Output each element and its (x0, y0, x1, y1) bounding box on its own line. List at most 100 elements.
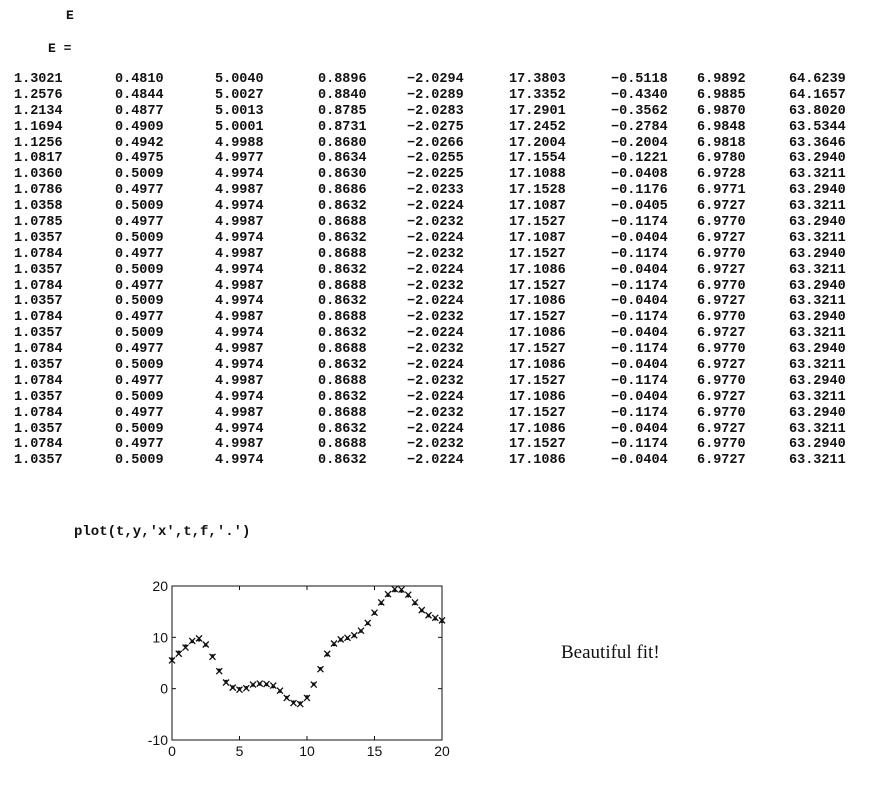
matrix-cell: 63.2940 (789, 183, 846, 199)
matrix-cell: −2.0232 (407, 246, 464, 262)
matrix-cell: 4.9987 (215, 342, 264, 358)
matrix-cell: 4.9974 (215, 294, 264, 310)
matrix-cell: −2.0224 (407, 421, 464, 437)
matrix-row: 1.0784 0.4977 4.9987 0.8688 −2.0232 17.1527 −0… (14, 342, 874, 358)
matrix-cell: 0.8632 (318, 230, 367, 246)
matrix-cell: 6.9771 (697, 183, 746, 199)
matrix-cell: 0.5009 (115, 294, 164, 310)
matrix-cell: 6.9727 (697, 453, 746, 469)
matrix-cell: 0.4977 (115, 183, 164, 199)
matrix-row: 1.0357 0.5009 4.9974 0.8632 −2.0224 17.1086 −0… (14, 358, 874, 374)
matrix-cell: 1.0784 (14, 246, 63, 262)
matrix-cell: 63.3211 (789, 453, 846, 469)
data-point-dot (426, 614, 431, 618)
matrix-cell: 4.9974 (215, 326, 264, 342)
y-tick-label: 10 (152, 629, 168, 645)
matrix-row: 1.0785 0.4977 4.9987 0.8688 −2.0232 17.1527 −0… (14, 215, 874, 231)
matrix-cell: −0.1174 (611, 215, 668, 231)
matrix-cell: −0.0404 (611, 294, 668, 310)
matrix-cell: −0.0404 (611, 326, 668, 342)
matrix-cell: −2.0232 (407, 437, 464, 453)
matrix-cell: 17.2901 (509, 103, 566, 119)
matrix-cell: 1.0358 (14, 199, 63, 215)
matrix-cell: 0.8632 (318, 294, 367, 310)
matrix-cell: 0.5009 (115, 421, 164, 437)
matrix-row: 1.3021 0.4810 5.0040 0.8896 −2.0294 17.3803 −0… (14, 72, 874, 88)
matrix-row: 1.0817 0.4975 4.9977 0.8634 −2.0255 17.1554 −0… (14, 151, 874, 167)
data-point-dot (278, 689, 282, 693)
y-tick-label: 0 (160, 681, 168, 697)
matrix-cell: 0.4942 (115, 135, 164, 151)
matrix-cell: 17.1086 (509, 421, 566, 437)
matrix-cell: 6.9770 (697, 405, 746, 421)
matrix-row: 1.0357 0.5009 4.9974 0.8632 −2.0224 17.1086 −0… (14, 326, 874, 342)
matrix-row: 1.0784 0.4977 4.9987 0.8688 −2.0232 17.1527 −0… (14, 279, 874, 295)
data-point-dot (231, 685, 235, 689)
data-point-dot (183, 644, 188, 648)
matrix-cell: 4.9974 (215, 358, 264, 374)
matrix-cell: 63.2940 (789, 373, 846, 389)
matrix-cell: 0.4977 (115, 246, 164, 262)
matrix-cell: −2.0224 (407, 453, 464, 469)
matrix-cell: 17.1086 (509, 326, 566, 342)
matrix-cell: 17.1087 (509, 199, 566, 215)
matrix-cell: 0.8688 (318, 278, 367, 294)
matrix-cell: 63.2940 (789, 342, 846, 358)
matrix-cell: 63.2940 (789, 246, 846, 262)
matrix-row: 1.0357 0.5009 4.9974 0.8632 −2.0224 17.1086 −0… (14, 390, 874, 406)
matrix-cell: 0.8840 (318, 87, 367, 103)
matrix-cell: −0.1176 (611, 183, 668, 199)
x-tick-label: 10 (299, 743, 315, 759)
data-point-dot (237, 686, 242, 691)
matrix-cell: 6.9770 (697, 373, 746, 389)
data-point-dot (339, 638, 343, 642)
plot-frame (171, 585, 443, 741)
matrix-cell: 6.9727 (697, 389, 746, 405)
matrix-cell: 0.8688 (318, 342, 367, 358)
matrix-cell: −2.0224 (407, 199, 464, 215)
matrix-cell: −0.1174 (611, 437, 668, 453)
data-point-dot (406, 594, 410, 598)
data-point-dot (393, 588, 397, 593)
data-point-dot (413, 601, 417, 606)
matrix-cell: 6.9727 (697, 199, 746, 215)
matrix-cell: 17.1088 (509, 167, 566, 183)
variable-assignment-label: E = (48, 41, 72, 56)
data-point-dot (197, 638, 201, 642)
matrix-cell: −0.2784 (611, 119, 668, 135)
matrix-row: 1.0784 0.4977 4.9987 0.8688 −2.0232 17.1527 −0… (14, 310, 874, 326)
matrix-cell: 63.3211 (789, 326, 846, 342)
matrix-cell: 4.9974 (215, 453, 264, 469)
matrix-cell: −2.0224 (407, 294, 464, 310)
matrix-cell: 1.0357 (14, 421, 63, 437)
matrix-cell: 0.4877 (115, 103, 164, 119)
matrix-cell: 63.3211 (789, 262, 846, 278)
matrix-cell: −0.1174 (611, 246, 668, 262)
matrix-cell: −0.3562 (611, 103, 668, 119)
matrix-cell: 6.9727 (697, 294, 746, 310)
matrix-cell: 1.0357 (14, 326, 63, 342)
matrix-cell: 4.9987 (215, 278, 264, 294)
matrix-cell: 1.0357 (14, 230, 63, 246)
matrix-cell: −2.0232 (407, 373, 464, 389)
matrix-row: 1.0357 0.5009 4.9974 0.8632 −2.0224 17.1086 −0… (14, 422, 874, 438)
matrix-cell: 1.0357 (14, 262, 63, 278)
matrix-cell: 63.3646 (789, 135, 846, 151)
matrix-cell: 63.2940 (789, 310, 846, 326)
matrix-cell: −0.0408 (611, 167, 668, 183)
matrix-cell: 6.9770 (697, 278, 746, 294)
matrix-cell: 0.8686 (318, 183, 367, 199)
data-point-dot (399, 589, 404, 593)
matrix-cell: −0.0404 (611, 262, 668, 278)
matrix-cell: 4.9987 (215, 183, 264, 199)
data-point-dot (190, 639, 194, 644)
matrix-cell: 0.5009 (115, 389, 164, 405)
matrix-cell: 63.5344 (789, 119, 846, 135)
data-point-dot (359, 629, 363, 633)
matrix-row: 1.2134 0.4877 5.0013 0.8785 −2.0283 17.2901 −0… (14, 104, 874, 120)
matrix-cell: 0.8632 (318, 453, 367, 469)
matrix-cell: 4.9974 (215, 421, 264, 437)
matrix-cell: 6.9727 (697, 421, 746, 437)
matrix-cell: 0.4844 (115, 87, 164, 103)
matrix-cell: 0.5009 (115, 199, 164, 215)
